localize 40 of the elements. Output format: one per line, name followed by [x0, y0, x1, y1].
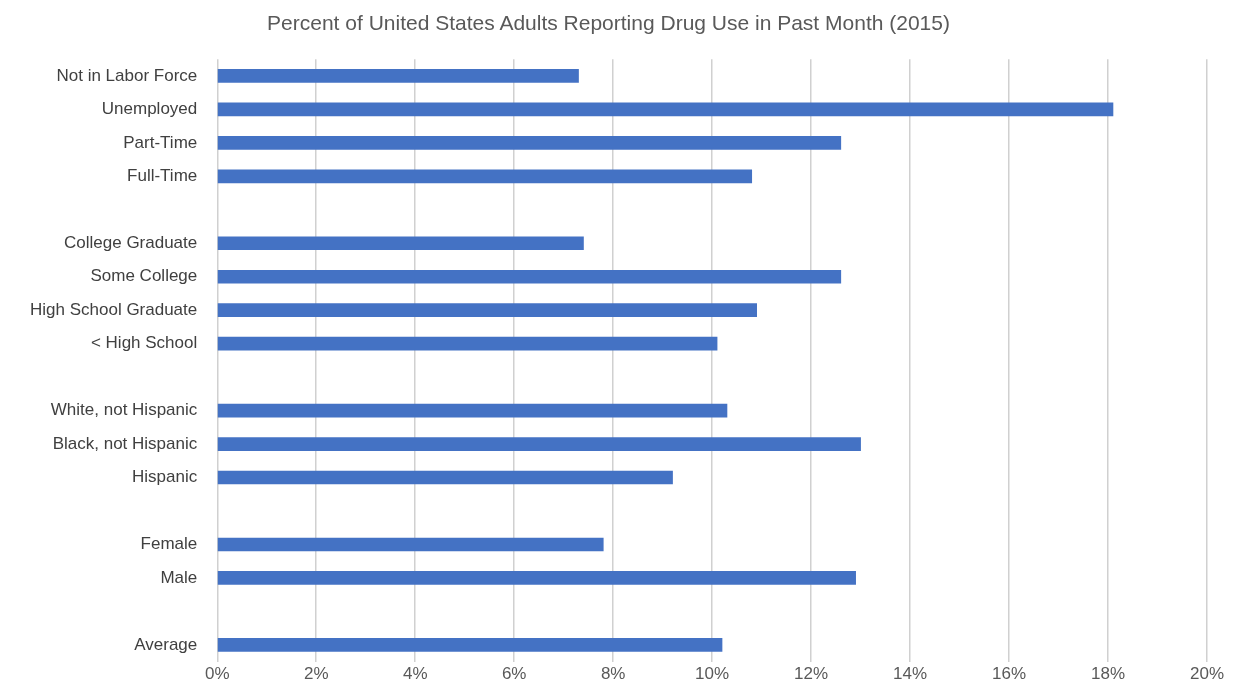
y-tick-label: < High School	[90, 333, 198, 353]
x-tick-label: 10%	[695, 664, 730, 684]
x-tick-label: 8%	[600, 664, 626, 684]
bar	[217, 336, 718, 351]
bar	[217, 236, 584, 251]
y-tick-label: Black, not Hispanic	[52, 433, 198, 453]
x-tick-label: 14%	[893, 664, 928, 684]
bar	[217, 303, 757, 318]
x-tick-label: 6%	[501, 664, 527, 684]
bar	[217, 537, 604, 552]
bar	[217, 437, 861, 451]
y-tick-label: Unemployed	[101, 99, 198, 119]
x-tick-label: 0%	[204, 664, 230, 684]
x-tick-label: 20%	[1189, 664, 1225, 684]
y-tick-label: Female	[140, 534, 198, 554]
y-tick-label: High School Graduate	[29, 299, 198, 319]
y-tick-label: Full-Time	[127, 166, 198, 186]
bar	[217, 403, 728, 418]
x-tick-label: 16%	[992, 664, 1027, 684]
bar	[217, 638, 723, 652]
bar	[217, 69, 579, 83]
bar	[217, 102, 1114, 117]
y-tick-label: Part-Time	[123, 132, 198, 152]
x-tick-label: 2%	[303, 664, 329, 684]
chart-title: Percent of United States Adults Reporting Drug Use in Past Month (2015)	[267, 11, 950, 35]
bar	[217, 470, 673, 485]
y-tick-label: Hispanic	[132, 467, 198, 487]
x-tick-label: 18%	[1091, 664, 1126, 684]
x-tick-label: 4%	[402, 664, 428, 684]
y-tick-label: College Graduate	[64, 232, 198, 252]
x-tick-label: 12%	[794, 664, 829, 684]
y-tick-label: Average	[134, 634, 198, 654]
bar	[217, 136, 842, 150]
y-tick-label: Some College	[90, 266, 198, 286]
y-tick-label: Not in Labor Force	[56, 65, 198, 85]
bar	[217, 169, 753, 184]
bar	[217, 571, 856, 585]
y-tick-label: Male	[160, 567, 198, 587]
y-tick-label: White, not Hispanic	[50, 400, 198, 420]
bar	[217, 269, 842, 284]
